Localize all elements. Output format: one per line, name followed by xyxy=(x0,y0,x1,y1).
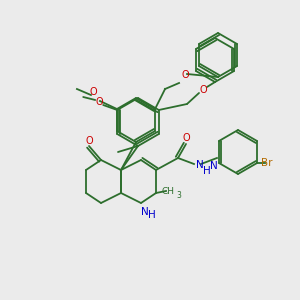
Text: N: N xyxy=(141,207,149,217)
Text: 3: 3 xyxy=(177,190,182,200)
Text: H: H xyxy=(203,166,211,176)
Text: O: O xyxy=(182,133,190,143)
Text: O: O xyxy=(89,87,97,97)
Text: N: N xyxy=(210,161,218,171)
Text: O: O xyxy=(85,136,93,146)
Text: CH: CH xyxy=(161,187,175,196)
Text: O: O xyxy=(181,70,189,80)
Text: N: N xyxy=(196,160,204,170)
Text: O: O xyxy=(95,97,103,107)
Text: Br: Br xyxy=(261,158,273,168)
Text: H: H xyxy=(148,210,156,220)
Text: O: O xyxy=(199,85,207,95)
